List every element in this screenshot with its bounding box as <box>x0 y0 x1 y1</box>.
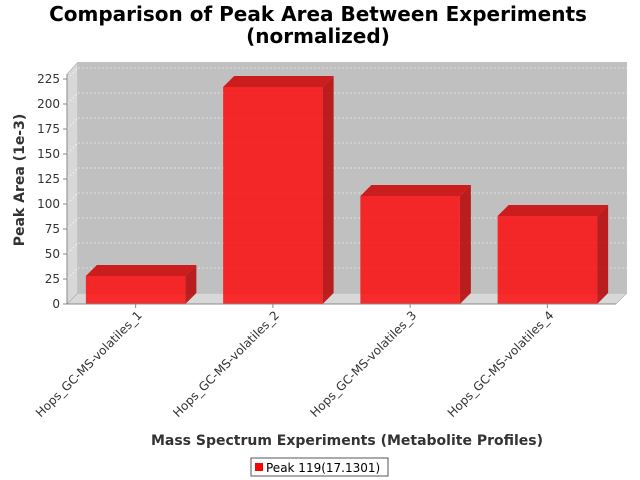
legend-label: Peak 119(17.1301) <box>266 461 380 475</box>
gridline-side <box>66 142 79 155</box>
bar-4 <box>497 205 609 304</box>
bar-side <box>185 265 197 304</box>
legend-swatch <box>255 463 263 471</box>
chart-title-line-2: (normalized) <box>246 24 390 48</box>
gridline-side <box>66 167 79 180</box>
gridline-side <box>66 92 79 105</box>
gridline-side <box>66 67 79 80</box>
y-tick-label: 25 <box>45 272 60 286</box>
y-tick-label: 175 <box>37 122 60 136</box>
y-tick-label: 0 <box>52 297 60 311</box>
bar-top <box>85 265 197 276</box>
bar-side <box>459 185 471 304</box>
y-tick-label: 50 <box>45 247 60 261</box>
legend-box <box>250 457 389 477</box>
bar-front <box>360 196 460 304</box>
bar-2 <box>223 76 334 304</box>
gridline-side <box>66 267 79 280</box>
x-axis-categories: Hops_GC-MS-volatiles_1 Hops_GC-MS-volatil… <box>33 304 556 420</box>
bar-side <box>597 205 609 304</box>
legend: Peak 119(17.1301) <box>250 457 389 477</box>
x-category-label: Hops_GC-MS-volatiles_4 <box>445 308 557 420</box>
bar-top <box>360 185 471 196</box>
x-category-label: Hops_GC-MS-volatiles_2 <box>170 308 282 420</box>
chart-title-line-1: Comparison of Peak Area Between Experime… <box>49 2 587 26</box>
gridline-side <box>66 192 79 205</box>
x-category-label: Hops_GC-MS-volatiles_1 <box>33 308 145 420</box>
bar-top <box>497 205 609 216</box>
gridline-side <box>66 242 79 255</box>
bar-3 <box>360 185 471 304</box>
gridline-side <box>66 217 79 230</box>
y-tick-label: 100 <box>37 197 60 211</box>
bar-front <box>497 216 598 304</box>
bar-1 <box>85 265 197 304</box>
x-axis-label: Mass Spectrum Experiments (Metabolite Pr… <box>151 433 543 449</box>
bar-front <box>223 87 323 304</box>
y-tick-label: 75 <box>45 222 60 236</box>
gridline-side <box>66 117 79 130</box>
bar-side <box>322 76 334 304</box>
y-tick-label: 200 <box>37 97 60 111</box>
bar-front <box>85 276 186 304</box>
x-category-label: Hops_GC-MS-volatiles_3 <box>308 308 420 420</box>
y-tick-label: 225 <box>37 72 60 86</box>
plot-side-wall <box>66 61 79 305</box>
bars <box>85 76 609 304</box>
y-axis-ticks: 0 25 50 75 100 125 150 175 200 225 <box>37 72 67 311</box>
y-tick-label: 150 <box>37 147 60 161</box>
bar-top <box>223 76 334 87</box>
y-axis-label: Peak Area (1e-3) <box>12 114 28 247</box>
y-tick-label: 125 <box>37 172 60 186</box>
